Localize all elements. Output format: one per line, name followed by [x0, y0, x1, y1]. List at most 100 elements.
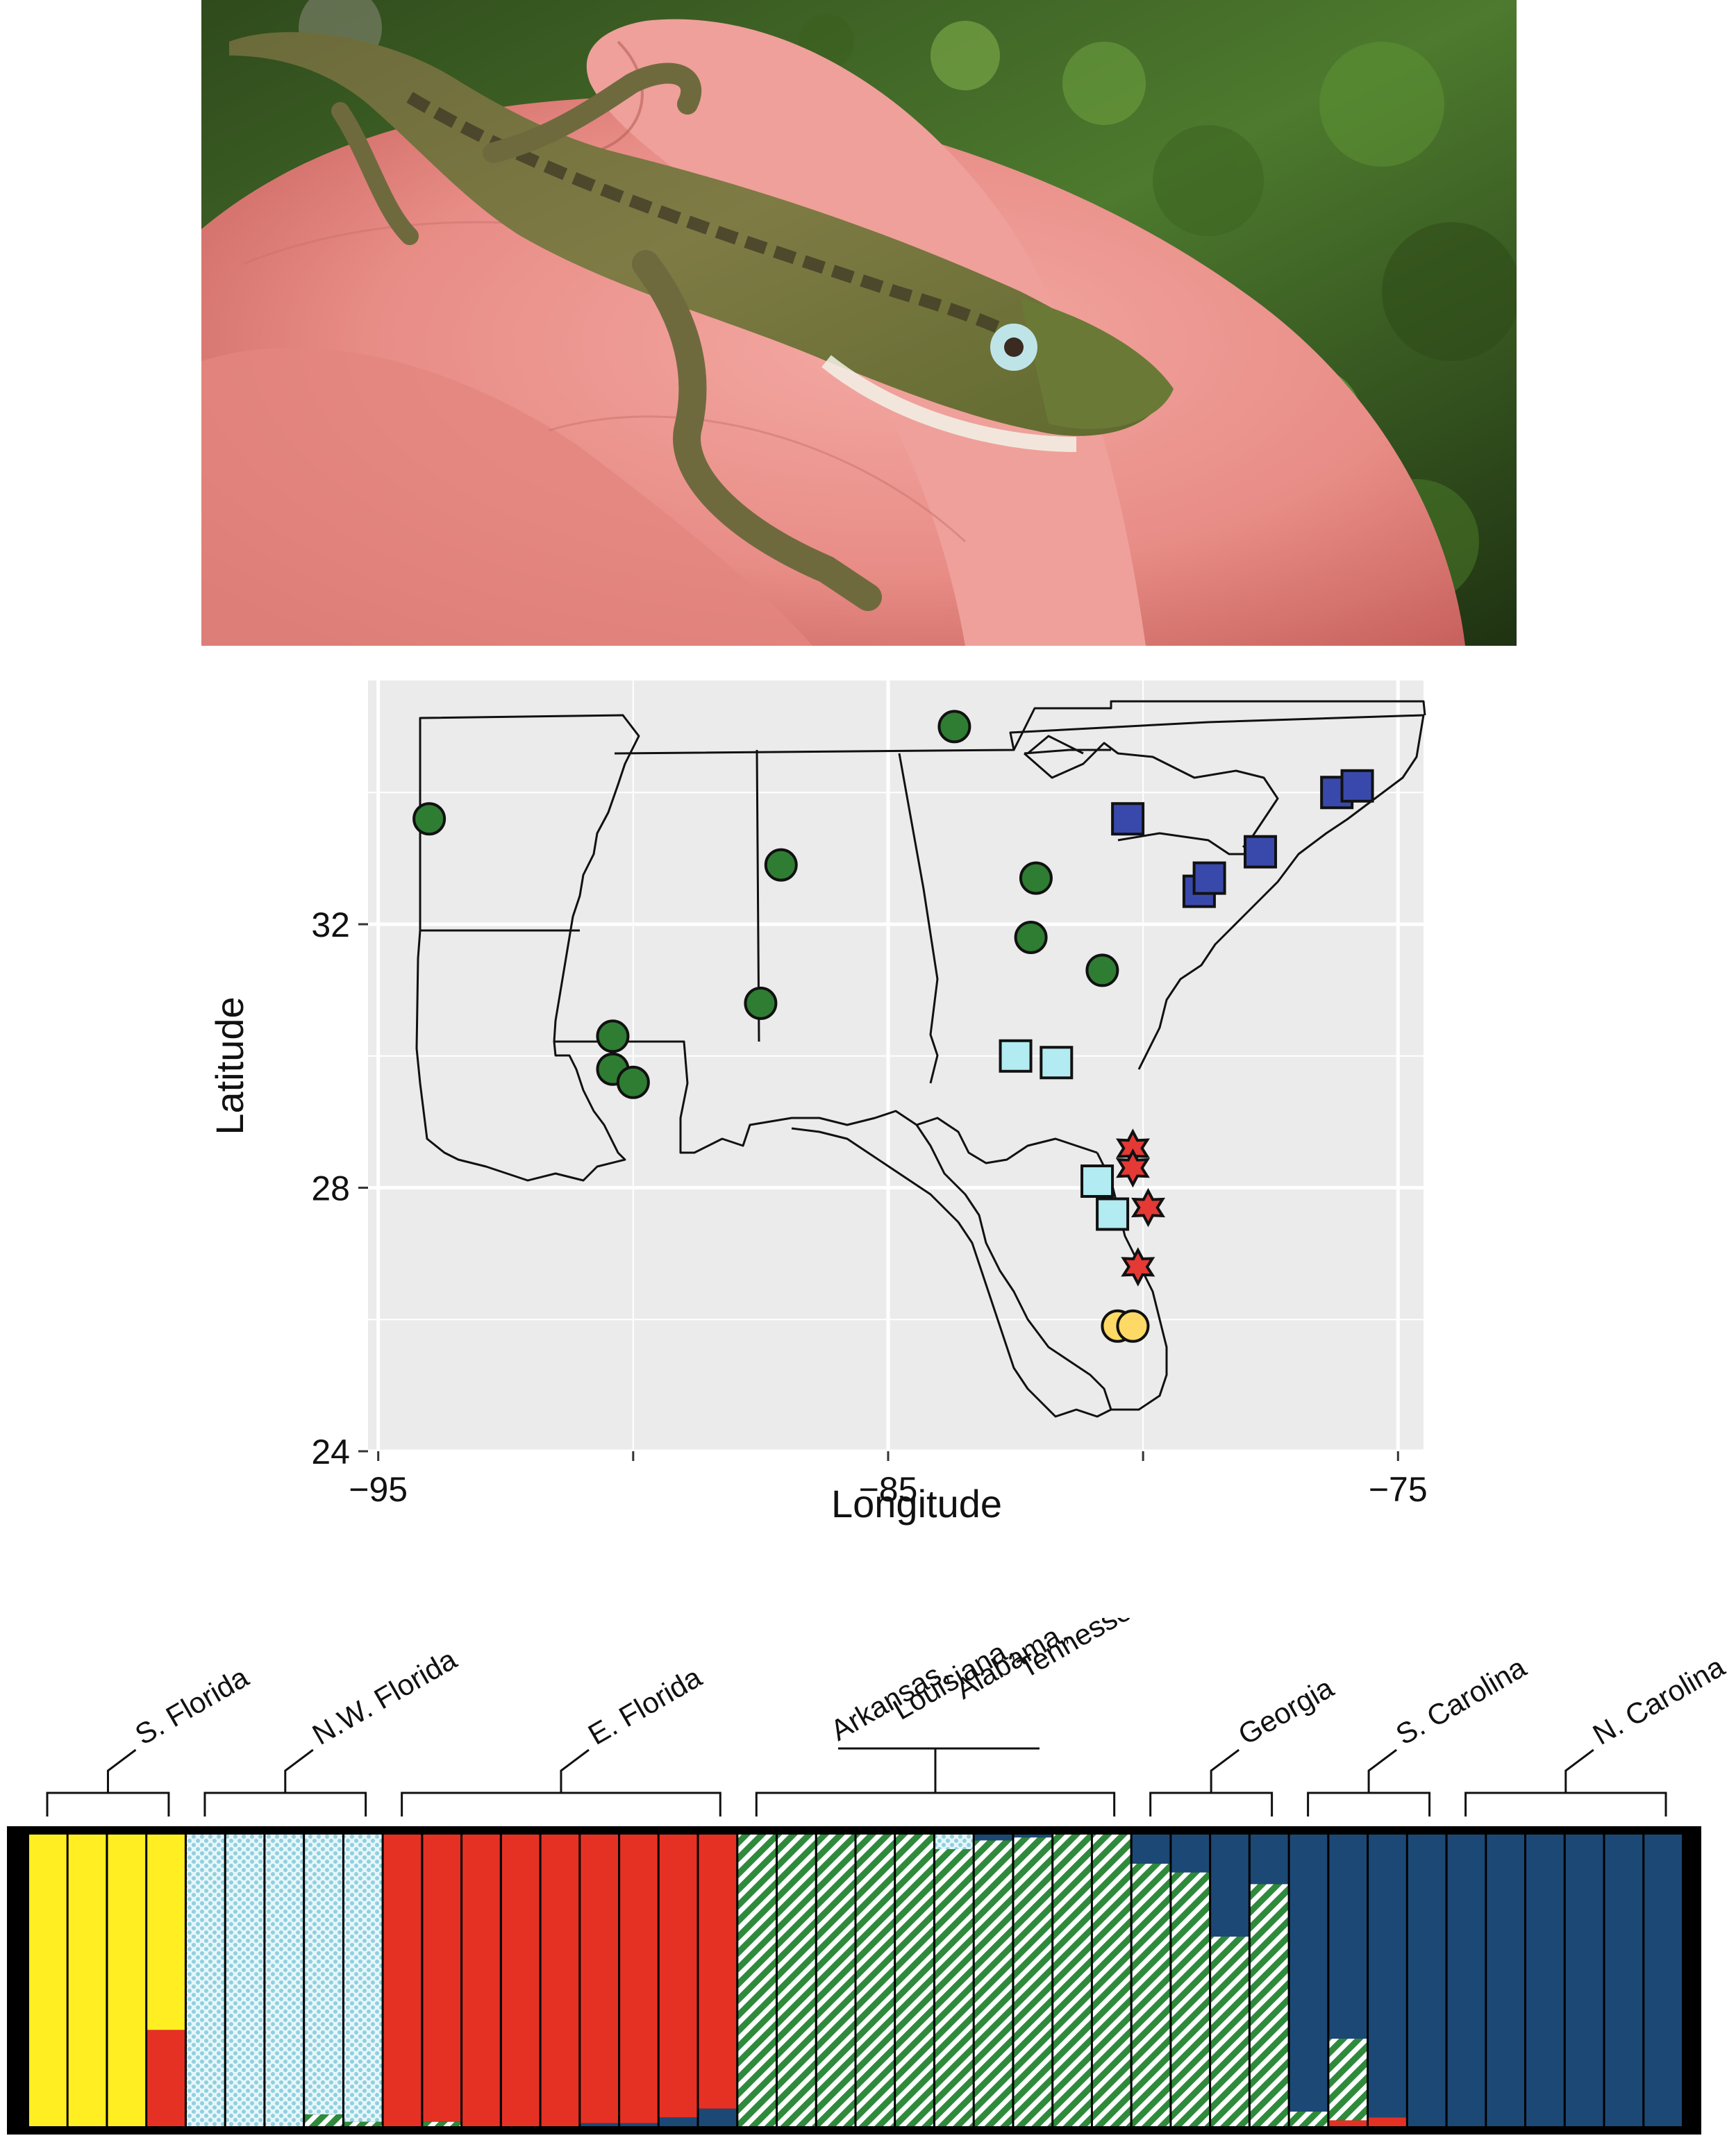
map-markers — [412, 710, 1374, 1343]
map-panel — [368, 680, 1424, 1451]
admixture-segment-green — [423, 2121, 461, 2126]
group-bracket — [46, 1792, 170, 1817]
admixture-segment-red — [581, 1835, 618, 2123]
sampling-map: −95 −85 −75 24 28 32 Longitude Latitude — [194, 667, 1514, 1611]
site-marker-circle — [596, 1019, 630, 1053]
site-marker-circle — [616, 1065, 650, 1099]
admixture-segment-navy — [1447, 1835, 1485, 2126]
admixture-segment-navy — [1408, 1835, 1446, 2126]
site-marker-square — [1040, 1046, 1074, 1080]
site-marker-circle — [744, 986, 778, 1020]
admixture-segment-light_blue — [305, 1835, 342, 2115]
y-tick-label: 24 — [311, 1433, 350, 1471]
site-marker-circle — [1085, 953, 1119, 987]
group-label: Tennessee — [1012, 1618, 1151, 1685]
y-axis-label: Latitude — [208, 996, 251, 1135]
admixture-segment-green — [344, 2121, 382, 2126]
group-leader — [106, 1748, 137, 1793]
admixture-bars — [29, 1835, 1682, 2126]
site-marker-circle — [412, 802, 446, 836]
admixture-segment-green — [305, 2114, 342, 2126]
site-marker-circle — [1014, 921, 1048, 954]
group-brackets — [46, 1747, 1667, 1817]
admixture-segment-light_blue — [187, 1835, 224, 2126]
group-label: S. Carolina — [1390, 1651, 1532, 1751]
admixture-segment-green — [1053, 1835, 1091, 2126]
x-tick-label: −75 — [1369, 1470, 1428, 1509]
site-marker-square — [1244, 835, 1278, 869]
admixture-segment-navy — [1369, 1835, 1406, 2118]
admixture-segment-yellow — [68, 1835, 106, 2126]
admixture-segment-navy — [581, 2123, 618, 2126]
admixture-segment-green — [1092, 1835, 1130, 2126]
site-marker-star — [1115, 1148, 1150, 1188]
admixture-segment-green — [1014, 1837, 1052, 2126]
admixture-segment-red — [1329, 2120, 1367, 2126]
admixture-segment-red — [383, 1835, 422, 2126]
admixture-segment-red — [423, 1835, 461, 2122]
admixture-segment-light_blue — [265, 1835, 303, 2126]
admixture-segment-navy — [1565, 1835, 1603, 2126]
site-marker-square — [1192, 861, 1226, 895]
admixture-segment-red — [1369, 2117, 1406, 2126]
admixture-segment-yellow — [108, 1835, 146, 2126]
admixture-segment-green — [1171, 1872, 1210, 2126]
admixture-segment-red — [541, 1835, 579, 2126]
admixture-segment-red — [659, 1835, 697, 2118]
admixture-segment-green — [738, 1835, 776, 2126]
admixture-segment-navy — [1211, 1835, 1249, 1937]
admixture-segment-green — [974, 1840, 1012, 2126]
site-marker-square — [1096, 1197, 1130, 1231]
admixture-segment-navy — [620, 2123, 658, 2126]
admixture-segment-yellow — [147, 1835, 185, 2030]
admixture-segment-navy — [1644, 1835, 1682, 2126]
admixture-segment-green — [778, 1835, 815, 2126]
admixture-segment-red — [620, 1835, 658, 2123]
x-tick-label: −95 — [349, 1470, 408, 1509]
admixture-segment-navy — [1250, 1835, 1288, 1885]
anole-photo — [201, 0, 1517, 646]
structure-barplot: S. Florida N.W. Florida E. Florida Arkansas… — [0, 1618, 1736, 2138]
group-bracket — [1149, 1792, 1274, 1817]
admixture-segment-green — [1329, 2039, 1367, 2121]
admixture-segment-green — [1211, 1937, 1249, 2126]
admixture-segment-green — [896, 1835, 933, 2126]
group-bracket — [203, 1792, 367, 1817]
group-leader — [1564, 1748, 1594, 1793]
admixture-segment-navy — [1014, 1835, 1052, 1838]
admixture-segment-green — [1250, 1884, 1288, 2126]
site-marker-star — [1121, 1247, 1155, 1287]
site-marker-square — [1111, 802, 1145, 836]
group-bracket — [755, 1792, 1116, 1817]
admixture-segment-red — [501, 1835, 540, 2126]
admixture-segment-navy — [1290, 1835, 1328, 2112]
admixture-segment-navy — [699, 2108, 737, 2126]
admixture-segment-navy — [1329, 1835, 1367, 2039]
admixture-segment-navy — [974, 1835, 1012, 1841]
group-leader — [1210, 1748, 1240, 1793]
group-bracket — [1307, 1792, 1431, 1817]
admixture-segment-red — [699, 1835, 737, 2109]
admixture-segment-green — [935, 1849, 973, 2126]
group-bracket — [401, 1792, 721, 1817]
site-marker-star — [1130, 1187, 1166, 1228]
site-marker-circle — [764, 848, 798, 882]
admixture-segment-light_blue — [935, 1835, 973, 1849]
x-tick-label: −85 — [859, 1470, 918, 1509]
admixture-segment-navy — [1526, 1835, 1564, 2126]
admixture-segment-green — [817, 1835, 855, 2126]
group-leader — [560, 1748, 590, 1793]
site-marker-circle — [1019, 861, 1053, 895]
group-label: N. Carolina — [1587, 1650, 1730, 1751]
admixture-segment-light_blue — [344, 1835, 382, 2122]
site-marker-square — [1340, 769, 1374, 803]
axis-tick-labels: −95 −85 −75 24 28 32 — [311, 905, 1427, 1509]
group-leader — [1367, 1748, 1397, 1793]
x-axis-label: Longitude — [831, 1482, 1002, 1526]
site-marker-circle — [937, 710, 971, 744]
group-label: E. Florida — [583, 1660, 708, 1751]
admixture-segment-navy — [1605, 1835, 1643, 2126]
admixture-segment-green — [1132, 1864, 1170, 2126]
admixture-segment-light_blue — [226, 1835, 264, 2126]
admixture-segment-navy — [1487, 1835, 1524, 2126]
